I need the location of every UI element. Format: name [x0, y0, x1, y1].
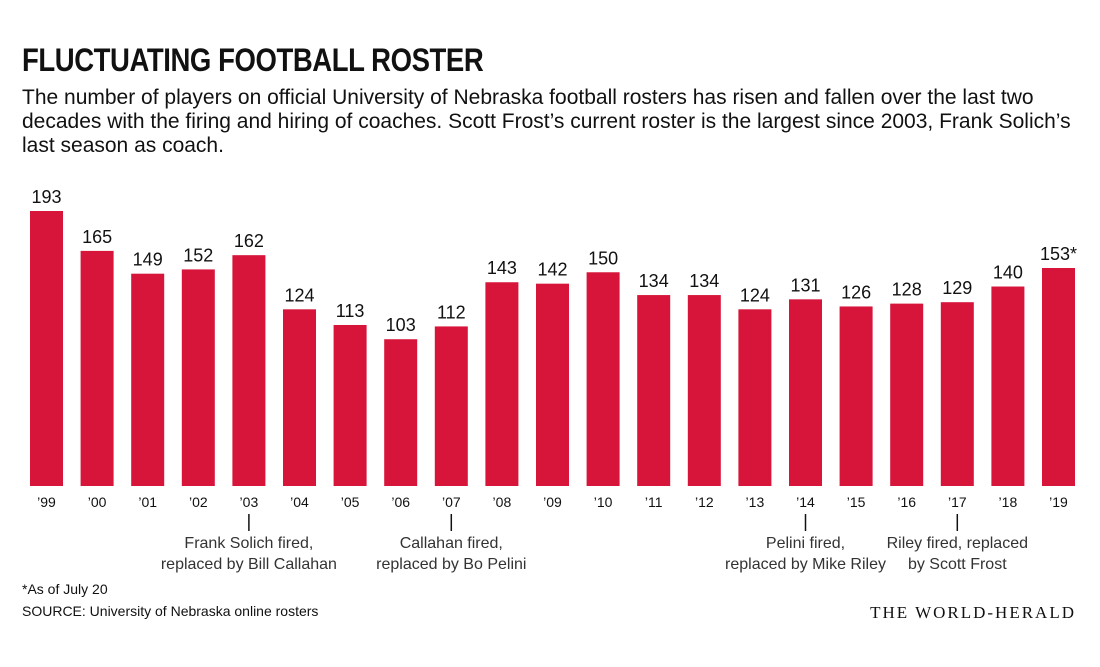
bar-chart: 193 ’99 165 ’00 149 ’01 152 ’02 162 ’03 124 ’04 113 ’…	[30, 187, 1077, 573]
data-label: 153*	[1040, 244, 1077, 264]
data-label: 124	[284, 285, 314, 305]
x-tick-label: ’08	[493, 494, 512, 510]
data-label: 134	[689, 271, 719, 291]
annotation-text: replaced by Mike Riley	[725, 556, 886, 573]
bar	[991, 286, 1025, 486]
data-label: 152	[183, 245, 213, 265]
annotation-text: Riley fired, replaced	[887, 535, 1028, 552]
x-tick-label: ’10	[594, 494, 613, 510]
data-label: 143	[487, 258, 517, 278]
x-tick-label: ’09	[543, 494, 562, 510]
data-label: 129	[942, 278, 972, 298]
bar	[434, 326, 468, 486]
x-tick-label: ’00	[88, 494, 107, 510]
annotation-text: Frank Solich fired,	[184, 535, 313, 552]
x-tick-label: ’13	[746, 494, 765, 510]
publisher-logo: THE WORLD-HERALD	[870, 603, 1076, 622]
bar	[687, 295, 721, 486]
bar	[536, 283, 569, 486]
x-tick-label: ’02	[189, 494, 208, 510]
bar	[789, 299, 822, 486]
x-tick-label: ’99	[37, 494, 56, 510]
bar	[30, 211, 63, 486]
x-tick-label: ’17	[948, 494, 967, 510]
data-label: 162	[234, 231, 264, 251]
bar	[181, 269, 215, 486]
annotation-text: by Scott Frost	[908, 556, 1007, 573]
source-note: SOURCE: University of Nebraska online ro…	[22, 603, 319, 619]
data-label: 124	[740, 285, 770, 305]
annotation-text: Callahan fired,	[400, 535, 503, 552]
bar	[738, 309, 772, 486]
bar	[586, 272, 620, 486]
data-label: 113	[336, 301, 365, 321]
x-tick-label: ’05	[341, 494, 360, 510]
chart-subtitle: The number of players on official Univer…	[22, 86, 1071, 157]
bar	[131, 273, 165, 486]
x-tick-label: ’01	[138, 494, 157, 510]
x-tick-label: ’06	[391, 494, 410, 510]
x-tick-label: ’04	[290, 494, 309, 510]
bar	[333, 324, 367, 486]
bar	[637, 295, 671, 486]
bar	[940, 302, 974, 486]
bar	[1042, 267, 1075, 486]
bar	[839, 306, 873, 486]
x-tick-label: ’11	[645, 494, 663, 510]
data-label: 165	[82, 227, 112, 247]
x-tick-label: ’12	[695, 494, 714, 510]
annotation-text: replaced by Bill Callahan	[161, 556, 337, 573]
data-label: 131	[790, 275, 820, 295]
data-label: 193	[31, 187, 61, 207]
bar	[283, 309, 316, 486]
data-label: 112	[437, 302, 466, 322]
data-label: 150	[588, 248, 618, 268]
x-tick-label: ’16	[897, 494, 916, 510]
bar	[232, 255, 266, 486]
x-tick-label: ’03	[240, 494, 259, 510]
bar	[80, 250, 114, 486]
bar	[890, 303, 924, 486]
annotation-text: Pelini fired,	[766, 535, 845, 552]
x-tick-label: ’15	[847, 494, 866, 510]
data-label: 103	[386, 315, 416, 335]
x-tick-label: ’19	[1049, 494, 1068, 510]
x-tick-label: ’07	[442, 494, 461, 510]
data-label: 140	[993, 263, 1023, 283]
chart-title: FLUCTUATING FOOTBALL ROSTER	[22, 42, 484, 78]
data-label: 142	[537, 260, 567, 280]
data-label: 126	[841, 282, 871, 302]
data-label: 128	[892, 280, 922, 300]
x-tick-label: ’18	[999, 494, 1018, 510]
footnote: *As of July 20	[22, 581, 108, 597]
bar	[485, 282, 519, 486]
x-tick-label: ’14	[796, 494, 815, 510]
annotation-text: replaced by Bo Pelini	[376, 556, 526, 573]
bar	[384, 339, 418, 486]
data-label: 149	[133, 250, 163, 270]
data-label: 134	[639, 271, 669, 291]
